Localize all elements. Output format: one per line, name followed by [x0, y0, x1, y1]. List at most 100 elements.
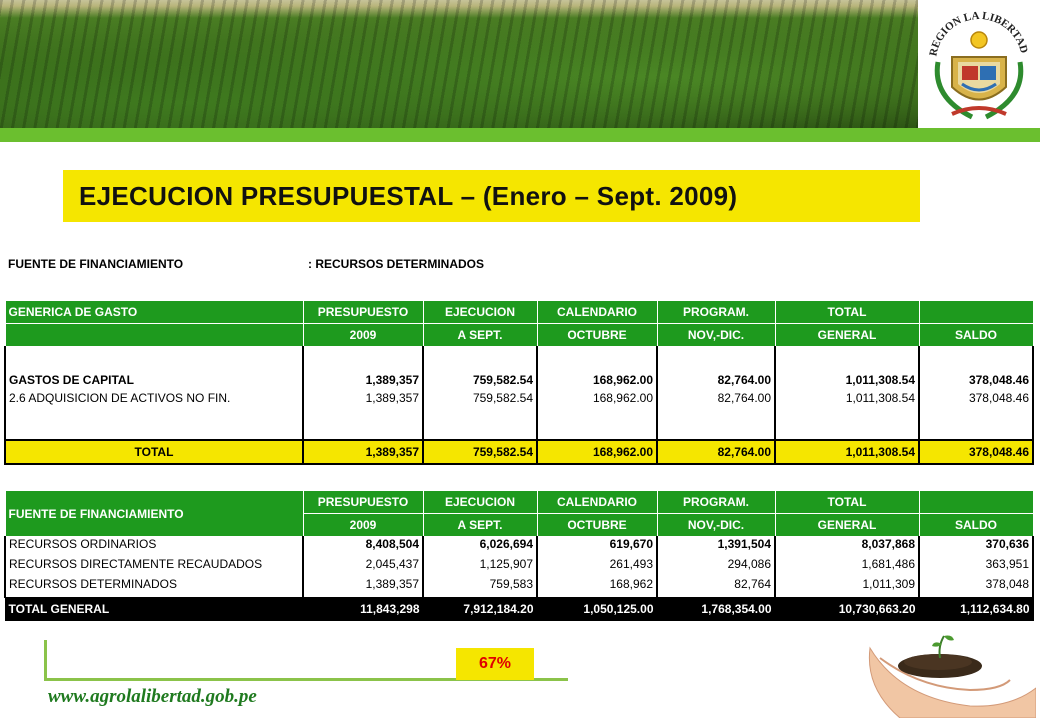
- financing-source-line: FUENTE DE FINANCIAMIENTO : RECURSOS DETE…: [8, 257, 628, 275]
- header-cell: SALDO: [918, 513, 1034, 537]
- value-text: 1,389,357: [365, 373, 419, 387]
- header-cell: CALENDARIO: [536, 490, 658, 514]
- header-cell: NOV,-DIC.: [656, 323, 776, 347]
- table-row: RECURSOS DETERMINADOS 1,389,357 759,583 …: [4, 577, 1034, 598]
- value-cell: 1,391,504: [656, 536, 776, 557]
- grand-total-row: TOTAL GENERAL 11,843,298 7,912,184.20 1,…: [4, 597, 1034, 621]
- footer-line-vertical: [44, 640, 47, 680]
- value-text: 168,962.00: [592, 373, 653, 387]
- header-cell: EJECUCION: [422, 490, 538, 514]
- header-cell: CALENDARIO: [536, 300, 658, 324]
- value-text: 168,962.00: [592, 391, 653, 405]
- value-cell: 2,045,437: [302, 557, 424, 577]
- website-link[interactable]: www.agrolalibertad.gob.pe: [48, 686, 257, 707]
- value-text: 1,011,308.54: [845, 373, 915, 387]
- header-cell: PRESUPUESTO: [302, 300, 424, 324]
- header-cell: [918, 490, 1034, 514]
- total-cell: 759,582.54: [422, 439, 538, 465]
- total-cell: 82,764.00: [656, 439, 776, 465]
- header-cell: EJECUCION: [422, 300, 538, 324]
- header-cell: FUENTE DE FINANCIAMIENTO: [4, 490, 304, 537]
- expenditure-table: GENERICA DE GASTO PRESUPUESTO EJECUCION …: [4, 300, 1034, 465]
- header-cell: SALDO: [918, 323, 1034, 347]
- header-cell: GENERAL: [774, 513, 920, 537]
- header-cell: 2009: [302, 323, 424, 347]
- execution-percent-text: 67%: [478, 655, 512, 672]
- footer-line-horizontal: [44, 678, 568, 681]
- total-cell: 168,962.00: [536, 439, 658, 465]
- total-row: TOTAL 1,389,357 759,582.54 168,962.00 82…: [4, 439, 1034, 465]
- row-label: RECURSOS DIRECTAMENTE RECAUDADOS: [4, 557, 304, 577]
- grand-total-cell: 7,912,184.20: [422, 597, 538, 621]
- grand-total-cell: 11,843,298: [302, 597, 424, 621]
- value-cell: 370,636: [918, 536, 1034, 557]
- table-header-row: FUENTE DE FINANCIAMIENTO PRESUPUESTO EJE…: [4, 490, 1034, 537]
- value-cell: 8,408,504: [302, 536, 424, 557]
- header-cell: PROGRAM.: [656, 300, 776, 324]
- header-cell: GENERAL: [774, 323, 920, 347]
- value-cell: 1,389,357: [302, 577, 424, 598]
- value-cell: 1,011,309: [774, 577, 920, 598]
- value-cell: 82,764.00 82,764.00: [656, 346, 776, 440]
- header-cell: 2009: [302, 513, 424, 537]
- financing-source-table: FUENTE DE FINANCIAMIENTO PRESUPUESTO EJE…: [4, 490, 1034, 621]
- value-text: 759,582.54: [472, 373, 533, 387]
- table-header-row: 2009 A SEPT. OCTUBRE NOV,-DIC. GENERAL S…: [4, 323, 1034, 347]
- value-cell: 363,951: [918, 557, 1034, 577]
- title-bar: EJECUCION PRESUPUESTAL – (Enero – Sept. …: [63, 170, 920, 222]
- banner-divider: [0, 128, 1040, 142]
- row-label-text: 2.6 ADQUISICION DE ACTIVOS NO FIN.: [9, 391, 231, 405]
- header-cell: OCTUBRE: [536, 513, 658, 537]
- grand-total-cell: 10,730,663.20: [774, 597, 920, 621]
- total-label: TOTAL: [4, 439, 304, 465]
- value-text: 759,582.54: [472, 391, 533, 405]
- value-cell: 1,681,486: [774, 557, 920, 577]
- field-banner-image: [0, 0, 918, 128]
- value-cell: 759,583: [422, 577, 538, 598]
- header-cell: A SEPT.: [422, 323, 538, 347]
- value-text: 82,764.00: [717, 373, 771, 387]
- value-cell: 378,048.46 378,048.46: [918, 346, 1034, 440]
- total-cell: 1,389,357: [302, 439, 424, 465]
- header-cell: TOTAL: [774, 300, 920, 324]
- value-text: 82,764.00: [717, 391, 771, 405]
- region-crest-logo: REGION LA LIBERTAD: [927, 10, 1030, 120]
- header-cell: [4, 323, 304, 347]
- row-label: RECURSOS DETERMINADOS: [4, 577, 304, 598]
- grand-total-cell: 1,050,125.00: [536, 597, 658, 621]
- row-label: RECURSOS ORDINARIOS: [4, 536, 304, 557]
- total-cell: 378,048.46: [918, 439, 1034, 465]
- total-cell: 1,011,308.54: [774, 439, 920, 465]
- value-cell: 261,493: [536, 557, 658, 577]
- grand-total-cell: 1,768,354.00: [656, 597, 776, 621]
- table-header-row: 2009 A SEPT. OCTUBRE NOV,-DIC. GENERAL S…: [5, 513, 1034, 537]
- value-cell: 1,389,357 1,389,357: [302, 346, 424, 440]
- value-cell: 378,048: [918, 577, 1034, 598]
- row-label: GASTOS DE CAPITAL 2.6 ADQUISICION DE ACT…: [4, 346, 304, 440]
- table-row: RECURSOS ORDINARIOS 8,408,504 6,026,694 …: [4, 536, 1034, 557]
- value-cell: 619,670: [536, 536, 658, 557]
- value-cell: 1,125,907: [422, 557, 538, 577]
- value-text: 1,389,357: [365, 391, 419, 405]
- header-cell: PRESUPUESTO: [302, 490, 424, 514]
- value-cell: 294,086: [656, 557, 776, 577]
- header-cell: A SEPT.: [422, 513, 538, 537]
- header-cell: OCTUBRE: [536, 323, 658, 347]
- value-cell: 8,037,868: [774, 536, 920, 557]
- value-cell: 82,764: [656, 577, 776, 598]
- value-text: 378,048.46: [968, 373, 1029, 387]
- header-cell: TOTAL: [774, 490, 920, 514]
- header-cell: GENERICA DE GASTO: [4, 300, 304, 324]
- table-row: GASTOS DE CAPITAL 2.6 ADQUISICION DE ACT…: [4, 346, 1034, 440]
- value-text: 378,048.46: [968, 391, 1029, 405]
- value-cell: 6,026,694: [422, 536, 538, 557]
- value-text: 1,011,308.54: [845, 391, 915, 405]
- row-label-text: GASTOS DE CAPITAL: [9, 373, 134, 387]
- financing-source-label: FUENTE DE FINANCIAMIENTO: [8, 257, 184, 271]
- financing-source-value: : RECURSOS DETERMINADOS: [308, 257, 485, 271]
- table-row: RECURSOS DIRECTAMENTE RECAUDADOS 2,045,4…: [4, 557, 1034, 577]
- table-header-row: GENERICA DE GASTO PRESUPUESTO EJECUCION …: [4, 300, 1034, 324]
- value-cell: 168,962.00 168,962.00: [536, 346, 658, 440]
- header-cell: PROGRAM.: [656, 490, 776, 514]
- value-cell: 759,582.54 759,582.54: [422, 346, 538, 440]
